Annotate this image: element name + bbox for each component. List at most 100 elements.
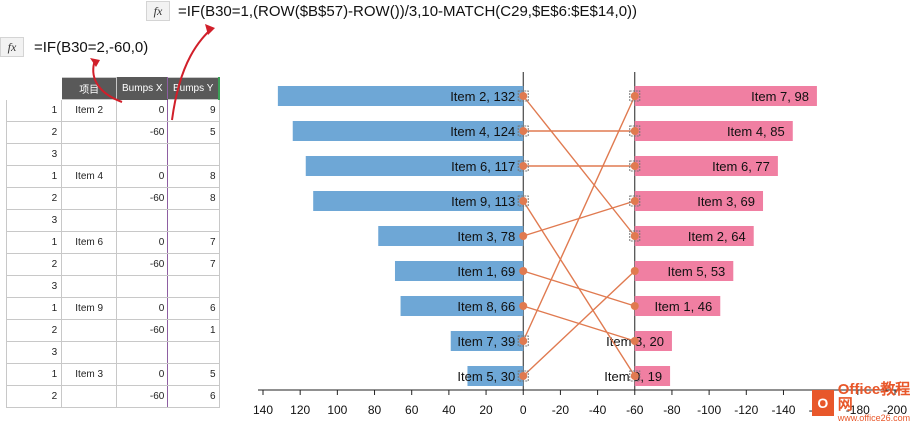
left-bar[interactable] — [313, 191, 524, 211]
bump-point[interactable] — [630, 162, 639, 170]
watermark-title: Office教程网 — [837, 381, 911, 413]
left-bar-label: Item 5, 30 — [457, 369, 515, 384]
selection-handle[interactable] — [517, 195, 529, 207]
left-bar-label: Item 6, 117 — [451, 159, 515, 174]
left-bar[interactable] — [467, 366, 524, 386]
table-row: 2 -60 8 — [5, 187, 220, 210]
selection-handle[interactable] — [629, 160, 641, 172]
left-bar-label: Item 9, 113 — [451, 194, 515, 209]
bump-point[interactable] — [630, 127, 639, 135]
right-bar-label: Item 7, 98 — [751, 89, 809, 104]
left-bar-label: Item 7, 39 — [457, 334, 515, 349]
bump-point[interactable] — [519, 337, 528, 345]
left-bar-label: Item 3, 78 — [457, 229, 515, 244]
left-bar[interactable] — [450, 331, 524, 351]
right-bar[interactable] — [634, 156, 778, 176]
bump-point[interactable] — [519, 92, 528, 100]
formula-text-top[interactable]: =IF(B30=1,(ROW($B$57)-ROW())/3,10-MATCH(… — [178, 2, 638, 20]
left-bar[interactable] — [394, 261, 524, 281]
x-tick-label: 120 — [290, 403, 310, 417]
spreadsheet-table: 项目 Bumps X Bumps Y 1 Item 2 0 9 2 -60 5 3 1 Item … — [5, 77, 221, 408]
formula-bar-left[interactable]: fx =IF(B30=2,-60,0) — [0, 37, 148, 57]
x-tick-label: 0 — [520, 403, 527, 417]
right-bar[interactable] — [634, 331, 672, 351]
left-bar-label: Item 1, 69 — [457, 264, 515, 279]
right-bar-label: Item 5, 53 — [667, 264, 725, 279]
bump-point[interactable] — [630, 232, 639, 240]
x-tick-label: 140 — [253, 403, 273, 417]
item-cell[interactable] — [61, 385, 118, 408]
selection-handle[interactable] — [629, 125, 641, 137]
formula-text-left[interactable]: =IF(B30=2,-60,0) — [34, 38, 149, 56]
fx-icon[interactable]: fx — [146, 1, 170, 21]
x-tick-label: -200 — [883, 403, 907, 417]
table-row: 2 -60 7 — [5, 253, 220, 276]
left-bar-label: Item 4, 124 — [450, 124, 515, 139]
x-tick-label: 60 — [405, 403, 419, 417]
header-cell-item[interactable]: 项目 — [61, 77, 118, 100]
left-bar[interactable] — [277, 86, 524, 106]
right-bar[interactable] — [634, 366, 671, 386]
x-tick-label: 80 — [368, 403, 382, 417]
right-bar[interactable] — [634, 226, 754, 246]
bump-point[interactable] — [630, 372, 639, 380]
x-tick-label: -40 — [589, 403, 607, 417]
bump-point[interactable] — [630, 302, 639, 310]
x-tick-label: -180 — [846, 403, 870, 417]
bump-point[interactable] — [519, 127, 528, 135]
right-bar[interactable] — [634, 121, 793, 141]
bumps-y-cell[interactable]: 6 — [167, 385, 220, 408]
right-bar[interactable] — [634, 86, 817, 106]
x-tick-label: -80 — [663, 403, 681, 417]
x-tick-label: -100 — [697, 403, 721, 417]
left-bar-label: Item 8, 66 — [457, 299, 515, 314]
selection-handle[interactable] — [517, 370, 529, 382]
bump-point[interactable] — [519, 372, 528, 380]
bump-line[interactable] — [522, 95, 636, 342]
bump-point[interactable] — [519, 232, 528, 240]
bump-point[interactable] — [519, 302, 528, 310]
bump-point[interactable] — [630, 197, 639, 205]
selection-handle[interactable] — [517, 160, 529, 172]
selection-handle[interactable] — [629, 195, 641, 207]
bump-point[interactable] — [519, 162, 528, 170]
x-tick-label: 40 — [442, 403, 456, 417]
selection-handle[interactable] — [517, 125, 529, 137]
bump-point[interactable] — [630, 267, 639, 275]
arrow-head-icon — [90, 58, 100, 67]
left-bar[interactable] — [400, 296, 524, 316]
selection-handle[interactable] — [629, 370, 641, 382]
x-tick-label: 20 — [479, 403, 493, 417]
bump-point[interactable] — [630, 337, 639, 345]
bump-point[interactable] — [519, 267, 528, 275]
bump-point[interactable] — [630, 92, 639, 100]
selection-handle[interactable] — [517, 335, 529, 347]
selection-handle[interactable] — [629, 90, 641, 102]
left-bar[interactable] — [305, 156, 524, 176]
bump-line[interactable] — [523, 270, 635, 307]
bumps-y-cell[interactable]: 7 — [167, 231, 220, 254]
x-tick-label: -60 — [626, 403, 644, 417]
watermark-url: www.office26.com — [837, 413, 911, 423]
watermark: O Office教程网 www.office26.com — [812, 382, 917, 423]
right-bar[interactable] — [634, 261, 734, 281]
bump-point[interactable] — [519, 197, 528, 205]
bumps-y-cell[interactable]: 9 — [167, 99, 220, 122]
left-bar[interactable] — [292, 121, 524, 141]
left-bar[interactable] — [378, 226, 524, 246]
selection-handle[interactable] — [629, 230, 641, 242]
item-cell[interactable]: Item 6 — [61, 231, 118, 254]
fx-icon[interactable]: fx — [0, 37, 24, 57]
x-tick-label: -140 — [771, 403, 795, 417]
formula-bar-top[interactable]: fx =IF(B30=1,(ROW($B$57)-ROW())/3,10-MAT… — [146, 1, 637, 21]
right-bar[interactable] — [634, 191, 764, 211]
selection-handle[interactable] — [517, 90, 529, 102]
right-bar[interactable] — [634, 296, 721, 316]
bump-line[interactable] — [522, 270, 636, 377]
table-row: 2 -60 6 — [5, 385, 220, 408]
right-bar-label: Item 3, 69 — [697, 194, 755, 209]
x-tick-label: -120 — [734, 403, 758, 417]
